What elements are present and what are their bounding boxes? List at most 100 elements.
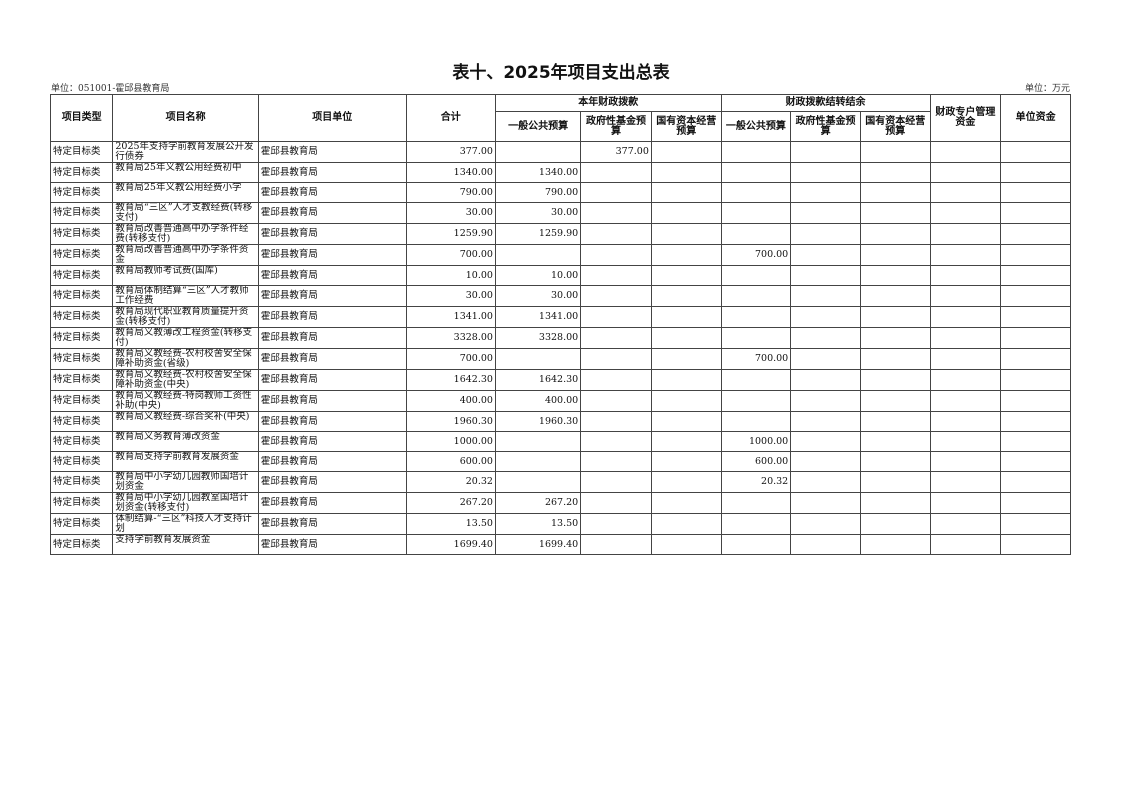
cell-carry-fund: [790, 141, 861, 163]
cell-carry-general: 700.00: [720, 348, 792, 370]
cell-current-general: [494, 431, 582, 452]
cell-current-fund: [580, 411, 652, 432]
cell-carry-general: [720, 265, 792, 286]
cell-special: [929, 306, 1002, 328]
cell-own: [1000, 306, 1071, 328]
cell-own: [1000, 265, 1071, 286]
cell-current-state: [650, 471, 722, 493]
cell-total: 10.00: [405, 265, 496, 286]
cell-current-fund: [580, 162, 652, 183]
cell-special: [929, 471, 1002, 493]
cell-total: 1259.90: [405, 223, 496, 245]
cell-own: [1000, 534, 1071, 555]
cell-type: 特定目标类: [49, 513, 114, 535]
cell-carry-general: [720, 162, 792, 183]
cell-carry-general: [720, 411, 792, 432]
cell-current-fund: [580, 265, 652, 286]
table-row: 特定目标类 教育局现代职业教育质量提升资金(转移支付) 霍邱县教育局 1341.00 1…: [49, 306, 1071, 328]
cell-carry-fund: [790, 162, 861, 183]
cell-total: 1341.00: [405, 306, 496, 328]
cell-carry-state: [859, 285, 931, 307]
cell-unit: 霍邱县教育局: [257, 411, 407, 432]
cell-unit: 霍邱县教育局: [257, 390, 407, 412]
cell-current-state: [650, 411, 722, 432]
cell-current-state: [650, 492, 722, 514]
cell-total: 400.00: [405, 390, 496, 412]
cell-current-general: 1699.40: [494, 534, 582, 555]
cell-name: 教育局义教经费-农村校舍安全保障补助资金(中央): [112, 369, 259, 391]
cell-carry-fund: [790, 390, 861, 412]
cell-current-fund: [580, 348, 652, 370]
cell-carry-fund: [790, 265, 861, 286]
cell-own: [1000, 348, 1071, 370]
cell-special: [929, 265, 1002, 286]
cell-current-fund: [580, 202, 652, 224]
cell-carry-fund: [790, 348, 861, 370]
cell-name: 教育局支持学前教育发展资金: [112, 451, 259, 472]
cell-total: 700.00: [405, 244, 496, 266]
cell-name: 教育局义教经费-综合奖补(中央): [112, 411, 259, 432]
cell-current-fund: [580, 431, 652, 452]
cell-carry-state: [859, 182, 931, 203]
table-row: 特定目标类 教育局改善普通高中办学条件资金 霍邱县教育局 700.00 700.00: [49, 244, 1071, 266]
cell-type: 特定目标类: [49, 451, 114, 472]
cell-current-fund: [580, 471, 652, 493]
table-row: 特定目标类 教育局义教经费-农村校舍安全保障补助资金(中央) 霍邱县教育局 1642.…: [49, 369, 1071, 391]
header-total: 合计: [405, 94, 496, 142]
cell-type: 特定目标类: [49, 492, 114, 514]
cell-total: 377.00: [405, 141, 496, 163]
cell-carry-state: [859, 265, 931, 286]
cell-type: 特定目标类: [49, 431, 114, 452]
cell-carry-general: [720, 390, 792, 412]
cell-name: 教育局中小学幼儿园教室国培计划资金(转移支付): [112, 492, 259, 514]
cell-carry-state: [859, 202, 931, 224]
header-current-general: 一般公共预算: [494, 111, 582, 142]
cell-special: [929, 390, 1002, 412]
cell-current-fund: [580, 244, 652, 266]
cell-total: 1960.30: [405, 411, 496, 432]
cell-carry-state: [859, 141, 931, 163]
cell-unit: 霍邱县教育局: [257, 162, 407, 183]
cell-own: [1000, 451, 1071, 472]
cell-type: 特定目标类: [49, 244, 114, 266]
cell-carry-fund: [790, 327, 861, 349]
cell-current-general: 1259.90: [494, 223, 582, 245]
cell-carry-fund: [790, 451, 861, 472]
table-row: 特定目标类 体制结算-“三区”科技人才支持计划 霍邱县教育局 13.50 13.50: [49, 513, 1071, 535]
cell-type: 特定目标类: [49, 202, 114, 224]
cell-unit: 霍邱县教育局: [257, 141, 407, 163]
cell-carry-general: [720, 141, 792, 163]
cell-carry-general: [720, 223, 792, 245]
header-group-carry: 财政拨款结转结余: [720, 94, 931, 112]
cell-carry-general: [720, 202, 792, 224]
cell-type: 特定目标类: [49, 141, 114, 163]
cell-current-fund: [580, 390, 652, 412]
cell-name: 教育局中小学幼儿园教师国培计划资金: [112, 471, 259, 493]
cell-name: 教育局“三区”人才支教经费(转移支付): [112, 202, 259, 224]
cell-type: 特定目标类: [49, 265, 114, 286]
cell-current-general: 30.00: [494, 285, 582, 307]
cell-special: [929, 451, 1002, 472]
cell-special: [929, 244, 1002, 266]
cell-carry-fund: [790, 411, 861, 432]
header-special: 财政专户管理资金: [929, 94, 1002, 142]
cell-total: 30.00: [405, 202, 496, 224]
header-type: 项目类型: [49, 94, 114, 142]
header-unit: 项目单位: [257, 94, 407, 142]
cell-unit: 霍邱县教育局: [257, 265, 407, 286]
cell-carry-general: [720, 492, 792, 514]
cell-own: [1000, 202, 1071, 224]
table-row: 特定目标类 教育局义教经费-综合奖补(中央) 霍邱县教育局 1960.30 1960.3…: [49, 411, 1071, 432]
cell-type: 特定目标类: [49, 223, 114, 245]
cell-special: [929, 534, 1002, 555]
cell-current-state: [650, 244, 722, 266]
cell-current-general: 267.20: [494, 492, 582, 514]
cell-carry-fund: [790, 431, 861, 452]
cell-unit: 霍邱县教育局: [257, 223, 407, 245]
cell-carry-fund: [790, 244, 861, 266]
cell-special: [929, 162, 1002, 183]
cell-name: 2025年支持学前教育发展公开发行债券: [112, 141, 259, 163]
table-row: 特定目标类 教育局“三区”人才支教经费(转移支付) 霍邱县教育局 30.00 30.00: [49, 202, 1071, 224]
cell-carry-general: 600.00: [720, 451, 792, 472]
cell-type: 特定目标类: [49, 369, 114, 391]
